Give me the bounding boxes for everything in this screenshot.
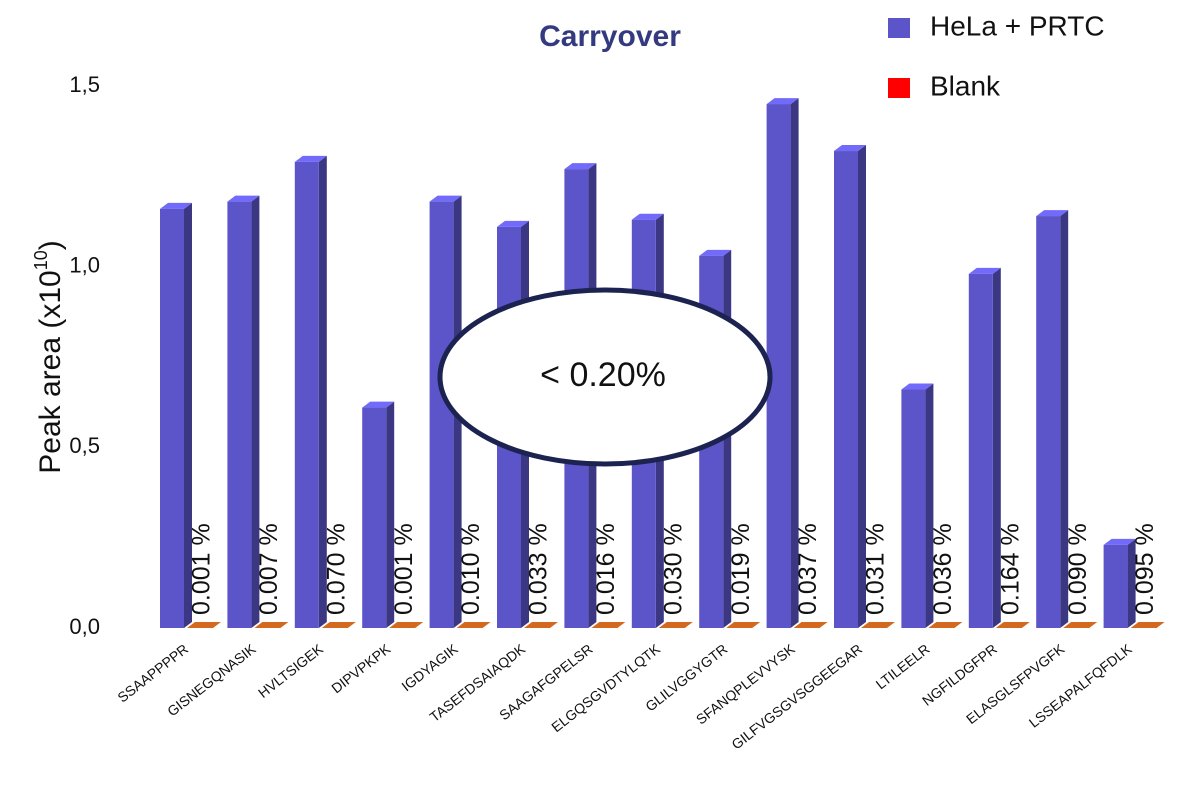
bar-top [497, 220, 529, 227]
x-tick-label: IGDYAGIK [398, 640, 461, 694]
carryover-label: 0.070 % [322, 523, 350, 615]
y-label-text: Peak area (x10 [34, 270, 67, 473]
y-tick-label: 1,0 [69, 252, 100, 277]
bar-top [1036, 210, 1069, 217]
y-tick-label: 0,5 [69, 433, 100, 458]
bar-front [1036, 216, 1061, 628]
bar-top [1103, 538, 1136, 545]
carryover-label: 0.164 % [996, 523, 1024, 615]
y-label-end: ) [34, 240, 67, 250]
bar [362, 401, 395, 628]
blank-bar [658, 622, 693, 628]
bar-side [251, 195, 260, 629]
blank-bar [524, 622, 558, 628]
blank-bar [995, 622, 1030, 628]
blank-bar [187, 622, 221, 628]
bar-top [901, 383, 934, 390]
bar [1103, 538, 1136, 628]
bar-side [386, 401, 395, 628]
legend-label: Blank [930, 70, 1001, 101]
bar-top [362, 401, 395, 408]
bar-front [429, 201, 454, 629]
bar-top [834, 145, 866, 152]
bar-top [631, 213, 664, 220]
x-tick-label: LTILEELR [873, 641, 933, 693]
bar-top [294, 155, 327, 162]
bar-front [901, 389, 926, 628]
bar [766, 98, 799, 629]
carryover-label: 0.016 % [592, 523, 620, 615]
callout-bubble [437, 287, 773, 467]
bar-side [858, 145, 866, 629]
x-tick-label: DIPVPKPK [328, 640, 394, 696]
bar-top [766, 98, 799, 105]
blank-bar [456, 622, 491, 628]
blank-bar [793, 622, 828, 628]
carryover-label: 0.090 % [1064, 523, 1092, 615]
y-tick-label: 0,0 [69, 614, 100, 639]
bar-top [564, 163, 597, 170]
bar [968, 267, 1001, 628]
bar-side [184, 202, 192, 628]
bar-top [227, 195, 260, 202]
carryover-label: 0.010 % [457, 523, 485, 615]
blank-bar [389, 622, 424, 628]
blank-bar [591, 622, 626, 628]
carryover-label: 0.007 % [255, 523, 283, 615]
blank-bar [861, 622, 895, 628]
bar-front [1103, 544, 1128, 628]
bar-side [992, 267, 1001, 628]
legend-label: HeLa + PRTC [930, 10, 1105, 41]
blank-bar [254, 622, 289, 628]
blank-bar [928, 622, 963, 628]
blank-bar [321, 622, 356, 628]
bar [901, 383, 934, 628]
blank-bar [1063, 622, 1098, 628]
bar-top [429, 195, 462, 202]
bar [294, 155, 327, 628]
bar [834, 145, 866, 629]
bar [429, 195, 462, 629]
bar-side [790, 98, 799, 629]
bar-front [362, 407, 387, 628]
legend-swatch [888, 78, 910, 98]
bar [160, 202, 192, 628]
bar [1036, 210, 1069, 628]
blank-bar [1130, 622, 1165, 628]
bar-front [294, 161, 319, 628]
bar-top [160, 202, 192, 209]
bar-side [925, 383, 934, 628]
bar-front [968, 273, 993, 628]
x-tick-label: ELGQSGVDTYLQTK [548, 640, 663, 735]
carryover-label: 0.036 % [929, 523, 957, 615]
carryover-label: 0.030 % [659, 523, 687, 615]
bar-side [318, 155, 327, 628]
bar-front [834, 151, 858, 629]
bar [227, 195, 260, 629]
carryover-label: 0.001 % [188, 523, 216, 615]
carryover-label: 0.031 % [862, 523, 890, 615]
legend-swatch [888, 18, 910, 38]
bar-front [160, 208, 184, 628]
carryover-label: 0.019 % [727, 523, 755, 615]
carryover-label: 0.033 % [525, 523, 553, 615]
y-label-exponent: 10 [31, 250, 51, 270]
bar-side [1127, 538, 1136, 628]
bar-front [227, 201, 252, 629]
bar-top [968, 267, 1001, 274]
y-axis-label: Peak area (x1010) [31, 240, 67, 473]
bar-top [699, 249, 732, 256]
carryover-label: 0.001 % [390, 523, 418, 615]
bar-side [1060, 210, 1069, 628]
y-tick-label: 1,5 [69, 72, 100, 97]
blank-bar [726, 622, 761, 628]
carryover-label: 0.037 % [794, 523, 822, 615]
x-tick-label: GILFVGSGVSGGEEGAR [728, 641, 865, 753]
carryover-label: 0.095 % [1131, 523, 1159, 615]
chart-title: Carryover [539, 20, 681, 53]
callout-text: < 0.20% [540, 356, 666, 394]
x-tick-label: HVLTSIGEK [255, 640, 326, 701]
